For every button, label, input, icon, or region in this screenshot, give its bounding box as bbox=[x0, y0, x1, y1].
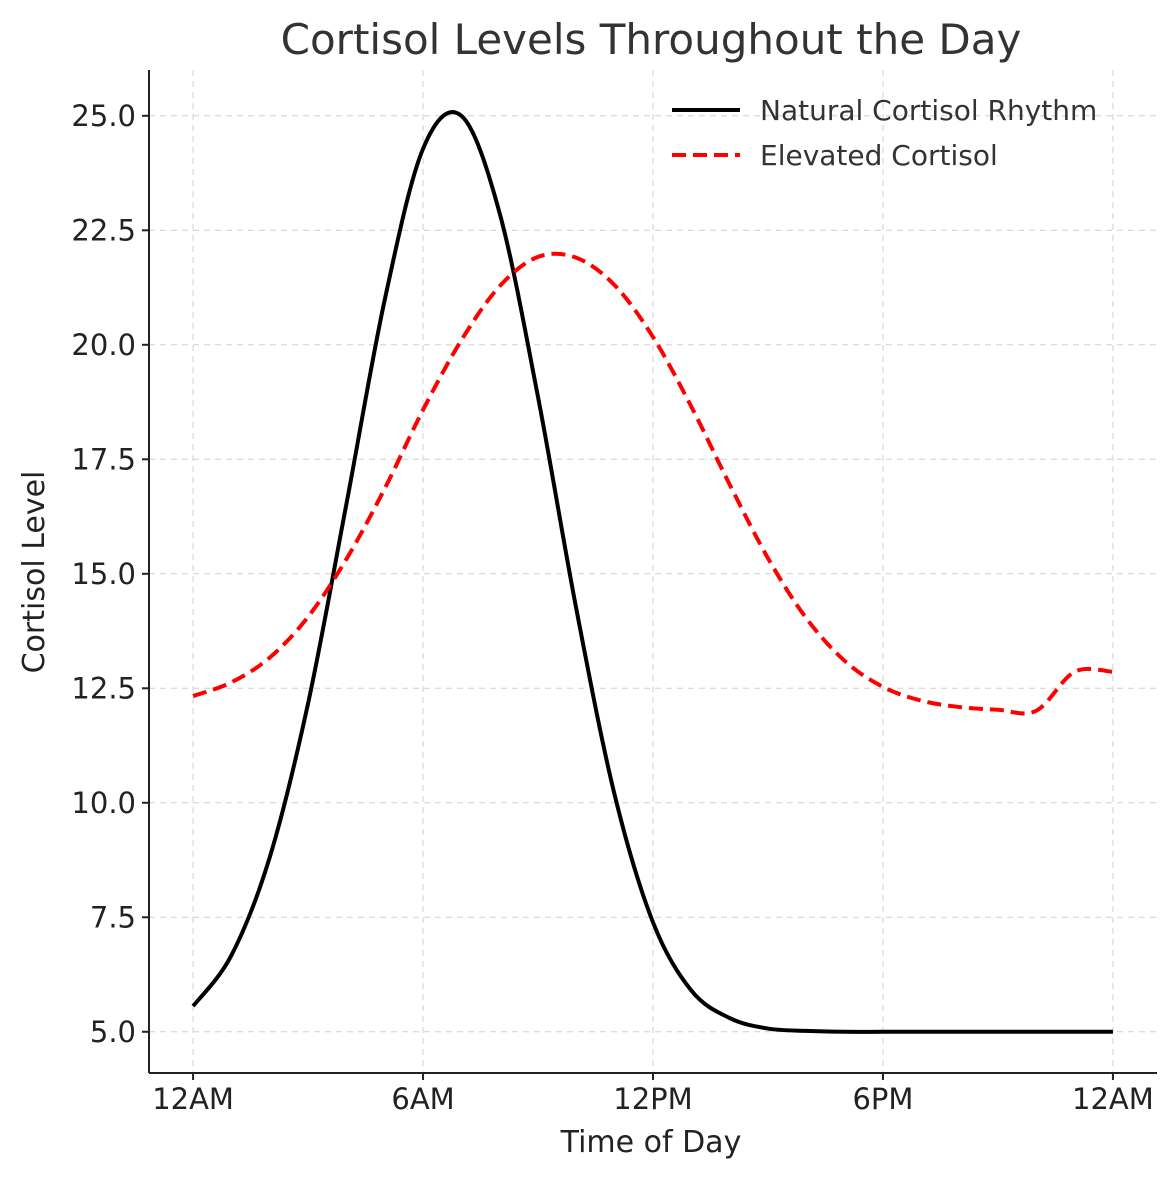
y-ticks: 5.0 7.5 10.0 12.5 15.0 17.5 20.0 22.5 25.0 bbox=[71, 99, 149, 1049]
legend-label-elevated: Elevated Cortisol bbox=[760, 139, 998, 172]
y-tick-label: 20.0 bbox=[71, 328, 136, 362]
series-line-natural-cortisol bbox=[191, 110, 1113, 1034]
x-tick-label: 6PM bbox=[852, 1082, 913, 1116]
x-ticks: 12AM 6AM 12PM 6PM 12AM bbox=[152, 1073, 1154, 1116]
y-axis-label: Cortisol Level bbox=[17, 471, 52, 674]
x-tick-label: 12AM bbox=[1072, 1082, 1154, 1116]
series-line-elevated-cortisol bbox=[192, 251, 1114, 716]
legend: Natural Cortisol Rhythm Elevated Cortiso… bbox=[672, 94, 1097, 172]
y-tick-label: 7.5 bbox=[90, 900, 136, 934]
x-tick-label: 12PM bbox=[613, 1082, 692, 1116]
series-layer bbox=[191, 110, 1114, 1034]
y-tick-label: 10.0 bbox=[71, 786, 136, 820]
x-tick-label: 12AM bbox=[152, 1082, 234, 1116]
y-tick-label: 12.5 bbox=[71, 671, 136, 705]
y-tick-label: 15.0 bbox=[71, 557, 136, 591]
y-tick-label: 22.5 bbox=[71, 213, 136, 247]
chart-title: Cortisol Levels Throughout the Day bbox=[281, 15, 1022, 64]
y-tick-label: 25.0 bbox=[71, 99, 136, 133]
x-tick-label: 6AM bbox=[391, 1082, 454, 1116]
y-tick-label: 5.0 bbox=[90, 1015, 136, 1049]
y-tick-label: 17.5 bbox=[71, 442, 136, 476]
legend-label-natural: Natural Cortisol Rhythm bbox=[760, 94, 1097, 127]
x-axis-label: Time of Day bbox=[560, 1125, 742, 1160]
